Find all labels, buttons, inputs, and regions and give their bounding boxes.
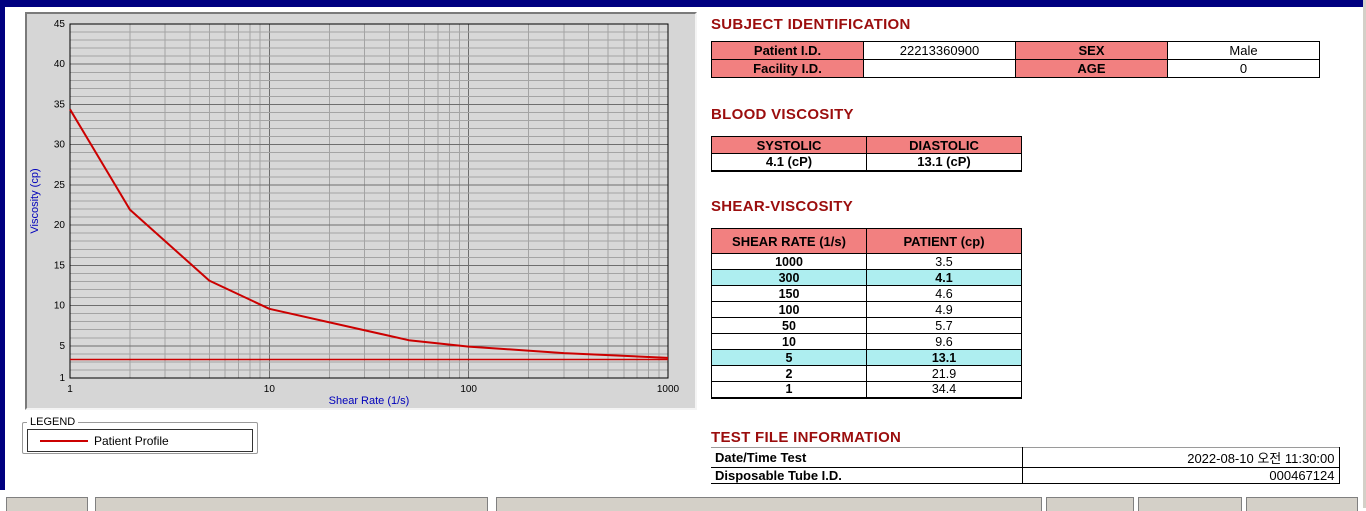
svg-text:45: 45	[54, 19, 66, 30]
date-time-test-label: Date/Time Test	[711, 447, 1023, 468]
shear-viscosity-title: SHEAR-VISCOSITY	[711, 198, 854, 215]
diastolic-value: 13.1 (cP)	[866, 153, 1022, 171]
patient-id-label: Patient I.D.	[711, 41, 864, 60]
sex-value: Male	[1167, 41, 1320, 60]
shear-rate-cell: 100	[711, 301, 867, 318]
sex-label: SEX	[1015, 41, 1168, 60]
patient-cell: 9.6	[866, 333, 1022, 350]
shear-rate-header: SHEAR RATE (1/s)	[711, 228, 867, 254]
patient-cell: 4.6	[866, 285, 1022, 302]
legend-title: LEGEND	[30, 416, 76, 428]
date-time-test-value: 2022-08-10 오전 11:30:00	[1022, 447, 1340, 468]
patient-cell: 5.7	[866, 317, 1022, 334]
table-row: Date/Time Test 2022-08-10 오전 11:30:00	[711, 447, 1340, 468]
patient-cell: 13.1	[866, 349, 1022, 366]
legend-entry: Patient Profile	[27, 429, 253, 452]
age-value: 0	[1167, 59, 1320, 78]
table-row-highlighted: 5 13.1	[711, 349, 1022, 366]
diastolic-header: DIASTOLIC	[866, 136, 1022, 154]
table-row: SHEAR RATE (1/s) PATIENT (cp)	[711, 228, 1022, 254]
shear-viscosity-table: SHEAR RATE (1/s) PATIENT (cp) 1000 3.5 3…	[711, 228, 1022, 399]
table-row: 1 34.4	[711, 381, 1022, 398]
svg-text:5: 5	[59, 341, 65, 352]
table-row: Patient I.D. 22213360900 SEX Male	[711, 41, 1320, 60]
svg-text:15: 15	[54, 260, 66, 271]
shear-rate-cell: 5	[711, 349, 867, 366]
patient-id-value: 22213360900	[863, 41, 1016, 60]
svg-text:25: 25	[54, 180, 66, 191]
blood-viscosity-title: BLOOD VISCOSITY	[711, 106, 854, 123]
window-left-edge	[0, 0, 5, 490]
disposable-tube-id-label: Disposable Tube I.D.	[711, 467, 1023, 484]
svg-text:10: 10	[264, 384, 276, 395]
patient-profile-line-swatch	[40, 439, 88, 442]
bottom-button-fragment-5[interactable]	[1138, 497, 1242, 511]
systolic-value: 4.1 (cP)	[711, 153, 867, 171]
patient-profile-label: Patient Profile	[94, 433, 169, 448]
bottom-button-fragment-6[interactable]	[1246, 497, 1358, 511]
test-file-information-table: Date/Time Test 2022-08-10 오전 11:30:00 Di…	[711, 447, 1340, 484]
subject-identification-table: Patient I.D. 22213360900 SEX Male Facili…	[711, 41, 1320, 78]
table-row-highlighted: 300 4.1	[711, 269, 1022, 286]
window-right-edge	[1363, 0, 1366, 508]
systolic-header: SYSTOLIC	[711, 136, 867, 154]
facility-id-value	[863, 59, 1016, 78]
bottom-button-fragment-2[interactable]	[95, 497, 488, 511]
patient-cell: 4.1	[866, 269, 1022, 286]
patient-cell: 21.9	[866, 365, 1022, 382]
svg-text:40: 40	[54, 59, 66, 70]
shear-rate-cell: 50	[711, 317, 867, 334]
window-titlebar-edge	[0, 0, 1366, 7]
patient-cp-header: PATIENT (cp)	[866, 228, 1022, 254]
shear-rate-cell: 1	[711, 381, 867, 398]
shear-rate-cell: 1000	[711, 253, 867, 270]
svg-text:Viscosity (cp): Viscosity (cp)	[29, 168, 41, 233]
test-file-information-title: TEST FILE INFORMATION	[711, 429, 902, 446]
table-row: SYSTOLIC DIASTOLIC	[711, 136, 1022, 154]
svg-text:20: 20	[54, 220, 66, 231]
facility-id-label: Facility I.D.	[711, 59, 864, 78]
svg-text:Shear Rate (1/s): Shear Rate (1/s)	[329, 395, 410, 407]
svg-text:30: 30	[54, 140, 66, 151]
svg-text:1: 1	[67, 384, 73, 395]
patient-cell: 34.4	[866, 381, 1022, 398]
table-row: 4.1 (cP) 13.1 (cP)	[711, 153, 1022, 171]
patient-cell: 4.9	[866, 301, 1022, 318]
table-row: Facility I.D. AGE 0	[711, 59, 1320, 78]
viscosity-chart: 1 10 100 1000 1 5 10 15 20 25 30 35 40 45 Shear Rate (…	[25, 12, 697, 410]
table-row: Disposable Tube I.D. 000467124	[711, 467, 1340, 484]
svg-text:1000: 1000	[657, 384, 680, 395]
table-row: 50 5.7	[711, 317, 1022, 334]
bottom-button-fragment-3[interactable]	[496, 497, 1042, 511]
table-row: 1000 3.5	[711, 253, 1022, 270]
bottom-button-fragment-4[interactable]	[1046, 497, 1134, 511]
shear-rate-cell: 300	[711, 269, 867, 286]
patient-cell: 3.5	[866, 253, 1022, 270]
shear-rate-cell: 10	[711, 333, 867, 350]
svg-text:1: 1	[59, 373, 65, 384]
svg-text:10: 10	[54, 301, 66, 312]
subject-identification-title: SUBJECT IDENTIFICATION	[711, 16, 911, 33]
shear-rate-cell: 150	[711, 285, 867, 302]
legend-box: LEGEND Patient Profile	[22, 416, 258, 454]
table-row: 100 4.9	[711, 301, 1022, 318]
blood-viscosity-table: SYSTOLIC DIASTOLIC 4.1 (cP) 13.1 (cP)	[711, 136, 1022, 172]
table-row: 2 21.9	[711, 365, 1022, 382]
age-label: AGE	[1015, 59, 1168, 78]
table-row: 10 9.6	[711, 333, 1022, 350]
svg-text:100: 100	[460, 384, 477, 395]
svg-text:35: 35	[54, 99, 66, 110]
disposable-tube-id-value: 000467124	[1022, 467, 1340, 484]
shear-rate-cell: 2	[711, 365, 867, 382]
bottom-button-fragment-1[interactable]	[6, 497, 88, 511]
table-row: 150 4.6	[711, 285, 1022, 302]
